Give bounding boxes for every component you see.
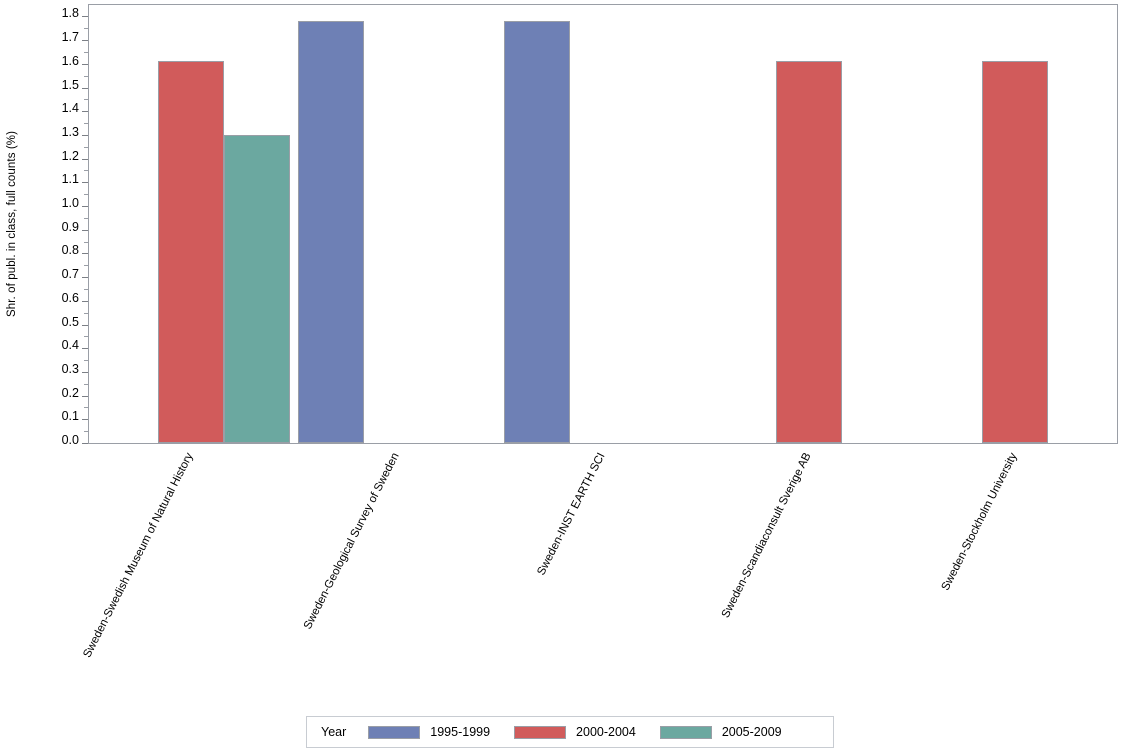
y-tick-mark: [82, 111, 88, 113]
legend-entry[interactable]: 1995-1999: [368, 725, 490, 739]
y-tick-label: 0.9: [61, 219, 79, 234]
y-tick-minor-mark: [84, 217, 88, 219]
y-tick-mark: [82, 16, 88, 18]
y-tick-mark: [82, 419, 88, 421]
y-tick-label: 0.2: [61, 385, 79, 400]
y-tick-minor-mark: [84, 407, 88, 409]
y-tick-minor-mark: [84, 123, 88, 125]
y-tick-minor-mark: [84, 288, 88, 290]
y-tick-label: 0.3: [61, 361, 79, 376]
y-tick-label: 1.5: [61, 77, 79, 92]
y-tick-label: 1.4: [61, 101, 79, 116]
y-tick-minor-mark: [84, 431, 88, 433]
x-axis-label: Sweden-INST EARTH SCI: [535, 451, 608, 578]
bar[interactable]: [982, 61, 1048, 443]
x-axis-label: Sweden-Stockholm University: [939, 451, 1020, 593]
bar[interactable]: [158, 61, 224, 443]
y-tick-label: 1.7: [61, 30, 79, 45]
y-tick-mark: [82, 277, 88, 279]
y-tick-label: 1.2: [61, 148, 79, 163]
y-tick-minor-mark: [84, 146, 88, 148]
y-tick-label: 0.6: [61, 290, 79, 305]
legend-label: 2005-2009: [721, 725, 782, 739]
bar[interactable]: [224, 134, 290, 443]
y-tick-minor-mark: [84, 194, 88, 196]
x-axis-label: Sweden-Scandiaconsult Sverige AB: [719, 451, 814, 620]
y-tick-mark: [82, 182, 88, 184]
bars-layer: [88, 4, 1118, 444]
bar[interactable]: [776, 61, 842, 443]
y-tick-mark: [82, 253, 88, 255]
y-tick-minor-mark: [84, 336, 88, 338]
y-tick-mark: [82, 63, 88, 65]
legend-swatch: [659, 725, 712, 739]
y-tick-mark: [82, 134, 88, 136]
y-tick-label: 1.3: [61, 124, 79, 139]
y-tick-mark: [82, 87, 88, 89]
bar[interactable]: [298, 21, 364, 443]
y-tick-minor-mark: [84, 312, 88, 314]
y-tick-label: 1.6: [61, 53, 79, 68]
legend-entry[interactable]: 2005-2009: [659, 725, 782, 739]
y-tick-minor-mark: [84, 28, 88, 30]
y-tick-mark: [82, 324, 88, 326]
y-tick-label: 1.0: [61, 196, 79, 210]
x-axis-labels: Sweden-Swedish Museum of Natural History…: [0, 445, 1134, 710]
y-axis: 0.0 0.1 0.2 0.3 0.4 0.5 0.6 0.7 0.8 0.9 1.0 1.1 1.2 1…: [0, 0, 88, 460]
legend-title: Year: [321, 725, 347, 739]
y-tick-label: 0.1: [61, 409, 79, 424]
y-tick-minor-mark: [84, 170, 88, 172]
y-tick-label: 1.1: [61, 172, 79, 187]
y-tick-minor-mark: [84, 51, 88, 53]
y-tick-mark: [82, 206, 88, 207]
y-tick-label: 0.7: [61, 267, 79, 282]
legend-entries: 1995-1999 2000-2004 2005-2009: [368, 725, 805, 739]
y-tick-label: 0.5: [61, 314, 79, 329]
y-tick-minor-mark: [84, 99, 88, 101]
legend-swatch: [514, 725, 567, 739]
legend: Year 1995-1999 2000-2004 2005-2009: [306, 716, 834, 748]
legend-entry[interactable]: 2000-2004: [514, 725, 636, 739]
y-tick-label: 1.8: [61, 6, 79, 21]
y-tick-minor-mark: [84, 265, 88, 267]
x-axis-label: Sweden-Swedish Museum of Natural History: [81, 451, 196, 660]
y-tick-mark: [82, 300, 88, 302]
legend-label: 2000-2004: [576, 725, 636, 739]
y-tick-mark: [82, 40, 88, 42]
y-tick-minor-mark: [84, 383, 88, 385]
y-tick-label: 0.8: [61, 243, 79, 258]
y-tick-mark: [82, 443, 88, 444]
y-tick-mark: [82, 348, 88, 350]
y-tick-mark: [82, 395, 88, 397]
y-tick-minor-mark: [84, 360, 88, 362]
y-tick-mark: [82, 158, 88, 160]
y-tick-label: 0.0: [61, 433, 79, 447]
legend-label: 1995-1999: [430, 725, 491, 739]
y-tick-mark: [82, 229, 88, 231]
y-tick-label: 0.4: [61, 338, 79, 353]
y-tick-mark: [82, 371, 88, 373]
y-tick-minor-mark: [84, 75, 88, 77]
y-tick-minor-mark: [84, 241, 88, 243]
bar[interactable]: [504, 21, 570, 443]
x-axis-label: Sweden-Geological Survey of Sweden: [301, 451, 402, 632]
legend-swatch: [368, 725, 421, 739]
